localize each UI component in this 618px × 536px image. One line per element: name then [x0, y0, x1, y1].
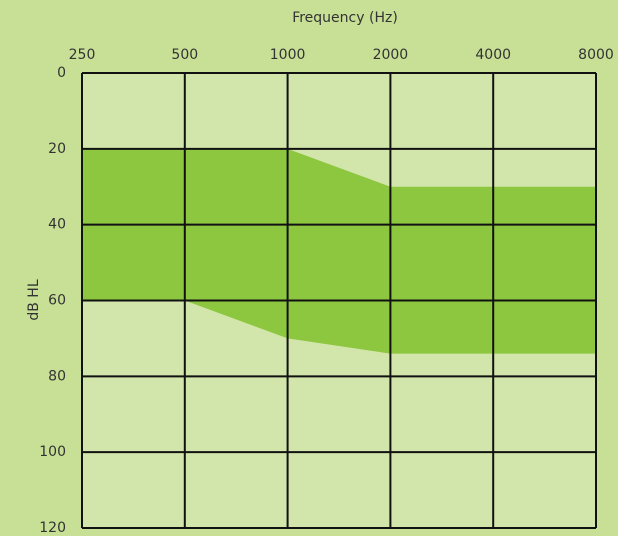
x-axis-title: Frequency (Hz): [292, 10, 398, 26]
y-axis-title: dB HL: [26, 279, 42, 320]
x-tick-label: 250: [69, 47, 96, 63]
x-tick-label: 4000: [475, 47, 511, 63]
x-tick-label: 2000: [373, 47, 409, 63]
y-tick-label: 60: [48, 293, 66, 309]
x-tick-label: 1000: [270, 47, 306, 63]
y-tick-label: 0: [57, 65, 66, 81]
x-tick-label: 500: [171, 47, 198, 63]
y-tick-label: 100: [39, 444, 66, 460]
band-area: [82, 148, 596, 354]
y-tick-label: 80: [48, 368, 66, 384]
y-tick-label: 40: [48, 217, 66, 233]
y-tick-label: 120: [39, 520, 66, 536]
x-tick-label: 8000: [578, 47, 614, 63]
y-tick-label: 20: [48, 141, 66, 157]
